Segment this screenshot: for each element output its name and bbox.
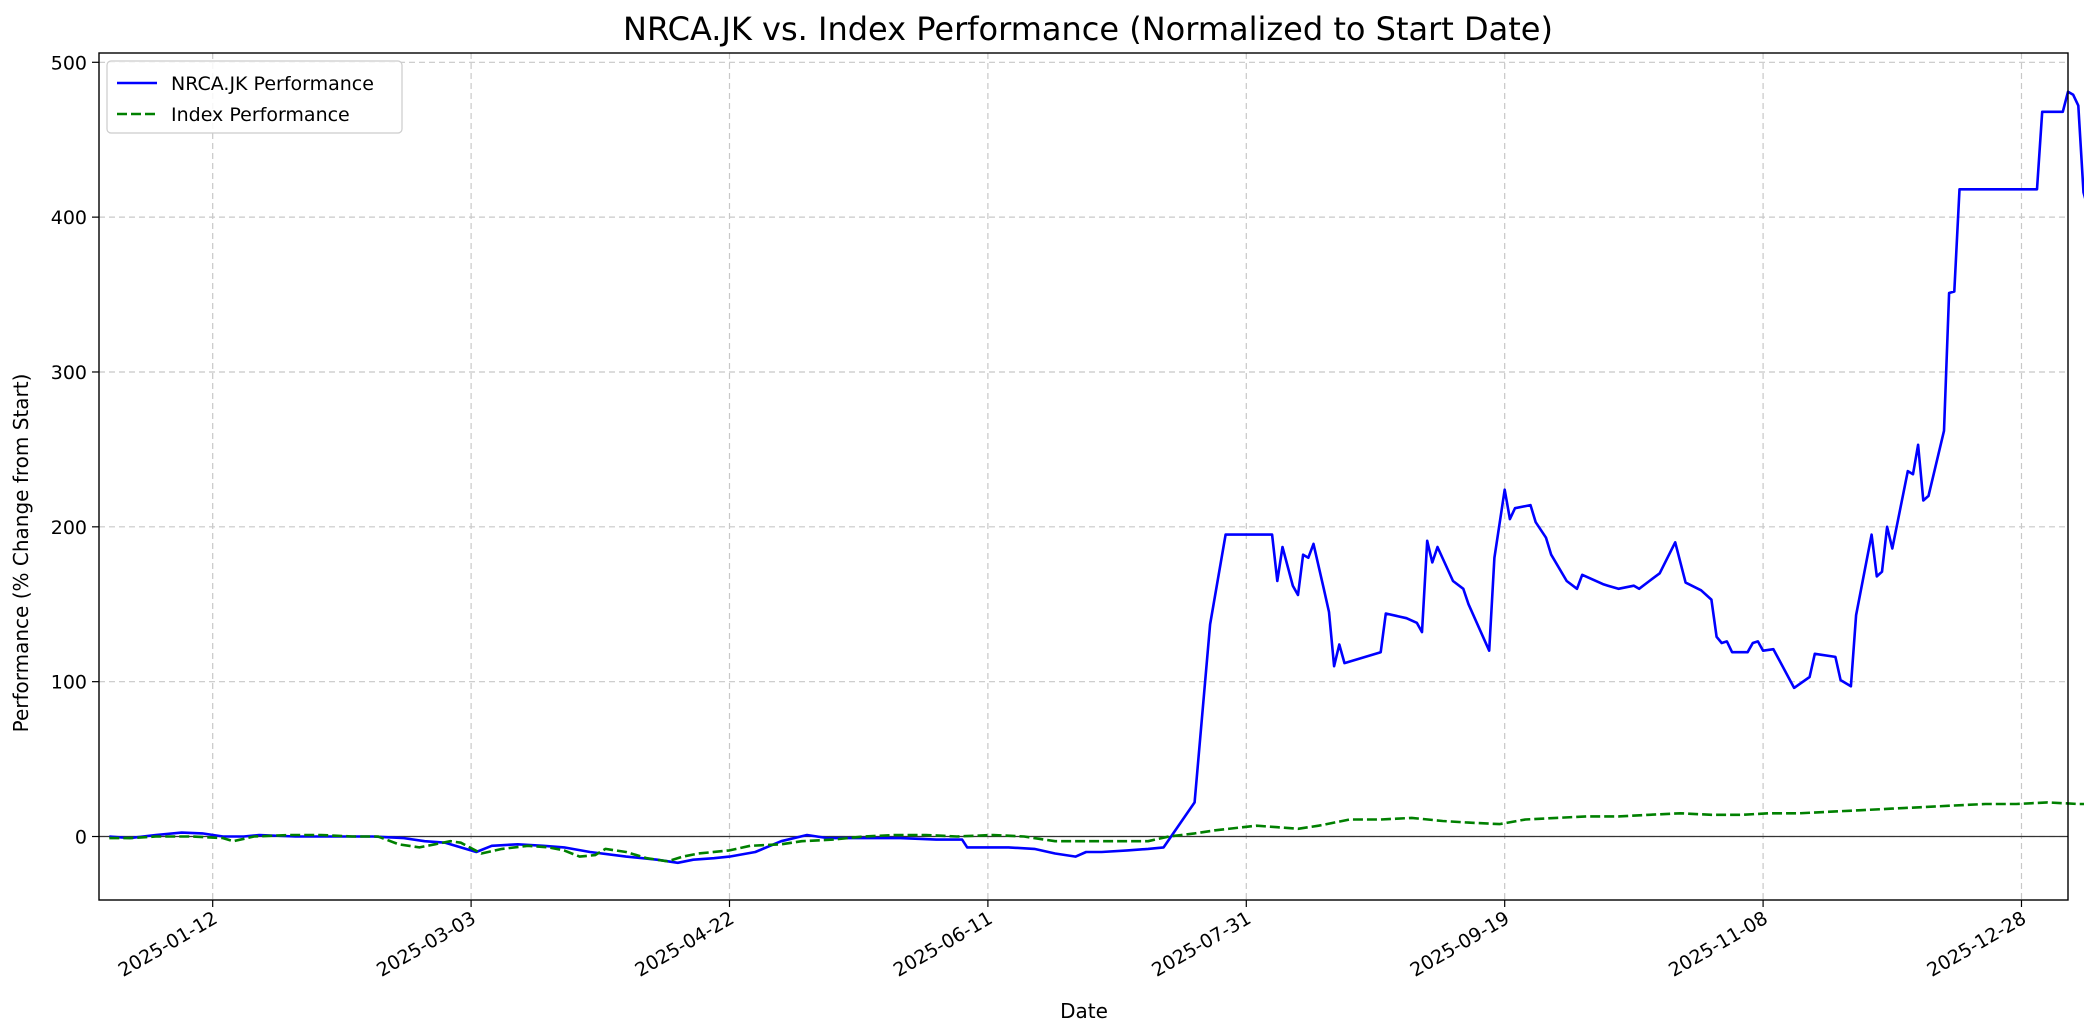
x-tick-label: 2025-07-31 (1148, 907, 1255, 981)
plot-frame (98, 52, 2069, 901)
y-tick-label: 0 (75, 827, 87, 849)
grid-lines (99, 53, 2068, 900)
index-performance-line (109, 801, 2084, 863)
y-axis-label: Performance (% Change from Start) (9, 374, 33, 733)
x-tick-label: 2025-03-03 (373, 907, 480, 981)
x-tick-label: 2025-06-11 (890, 907, 997, 981)
x-tick-label: 2025-04-22 (631, 907, 738, 981)
x-axis-label: Date (1060, 999, 1108, 1023)
x-tick-label: 2025-01-12 (115, 907, 222, 981)
chart-title: NRCA.JK vs. Index Performance (Normalize… (623, 10, 1553, 48)
y-tick-label: 300 (51, 362, 87, 384)
legend-label: NRCA.JK Performance (171, 73, 374, 95)
y-tick-label: 200 (51, 517, 87, 539)
legend-box (106, 60, 403, 134)
y-tick-label: 500 (51, 52, 87, 74)
series-lines (109, 90, 2084, 865)
legend: NRCA.JK Performance Index Performance (106, 60, 403, 134)
x-tick-label: 2025-11-08 (1665, 907, 1772, 981)
x-axis: 2025-01-12 2025-03-03 2025-04-22 2025-06-11… (115, 900, 2030, 982)
y-axis: 0 100 200 300 400 500 (51, 52, 99, 849)
y-tick-label: 400 (51, 207, 87, 229)
legend-label: Index Performance (171, 104, 350, 126)
x-tick-label: 2025-09-19 (1407, 907, 1514, 981)
y-tick-label: 100 (51, 672, 87, 694)
x-tick-label: 2025-12-28 (1923, 907, 2030, 981)
nrca-performance-line (109, 90, 2084, 865)
